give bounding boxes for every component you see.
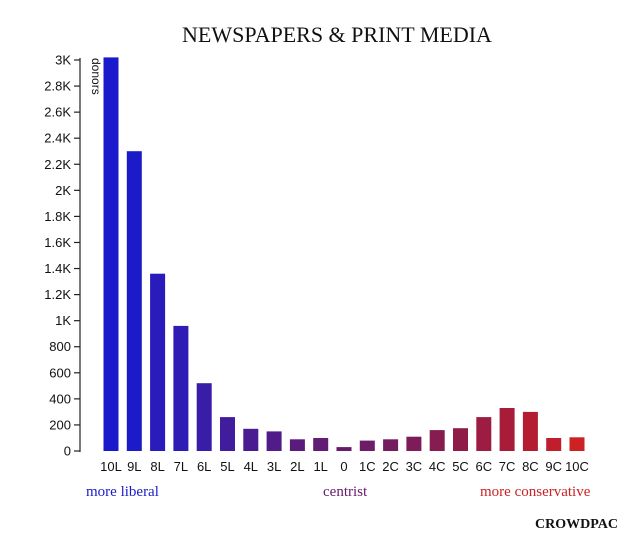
x-tick-label: 10L	[100, 459, 122, 474]
bar-9C	[546, 438, 562, 451]
bar-3L	[266, 431, 282, 451]
y-tick-label: 2.6K	[44, 105, 71, 120]
y-tick-label: 3K	[55, 53, 71, 68]
x-ticks: 10L 9L 8L 7L 6L 5L 4L 3L 2L 1L 0 1C 2C 3C 4C 5C 6C 7C 8C 9C…	[100, 459, 589, 474]
y-tick-label: 600	[49, 365, 71, 380]
y-tick-label: 1K	[55, 313, 71, 328]
x-tick-label: 2L	[290, 459, 304, 474]
more-conservative-label: more conservative	[480, 484, 591, 500]
bar-5C	[453, 428, 468, 451]
y-axis-title: donors	[89, 58, 103, 95]
y-tick-label: 2.8K	[44, 79, 71, 94]
chart-title: NEWSPAPERS & PRINT MEDIA	[182, 22, 492, 47]
centrist-label: centrist	[323, 484, 368, 500]
x-tick-label: 8L	[150, 459, 164, 474]
bar-6C	[476, 417, 492, 451]
more-liberal-label: more liberal	[86, 484, 159, 500]
y-tick-label: 2.4K	[44, 131, 71, 146]
bar-8L	[150, 273, 166, 451]
bars	[103, 57, 585, 452]
x-tick-label: 6L	[197, 459, 211, 474]
y-tick-label: 200	[49, 417, 71, 432]
y-tick-label: 0	[64, 444, 71, 459]
y-tick-label: 2.2K	[44, 157, 71, 172]
x-tick-label: 1C	[359, 459, 376, 474]
x-tick-label: 5L	[220, 459, 234, 474]
y-axis: 0 200 400 600 800 1K 1.2K 1.4K 1.6K 1.8K 2K 2.2K 2.4…	[44, 53, 81, 459]
bar-6L	[196, 383, 212, 451]
x-tick-label: 4L	[244, 459, 258, 474]
bar-2L	[289, 439, 305, 451]
bar-7C	[499, 408, 515, 451]
x-tick-label: 5C	[452, 459, 469, 474]
x-tick-label: 4C	[429, 459, 446, 474]
x-tick-label: 2C	[382, 459, 399, 474]
y-tick-label: 1.6K	[44, 235, 71, 250]
x-tick-label: 1L	[313, 459, 327, 474]
bar-0	[336, 447, 352, 451]
y-tick-label: 1.8K	[44, 209, 71, 224]
y-tick-label: 800	[49, 339, 71, 354]
y-tick-label: 2K	[55, 183, 71, 198]
bar-10C	[569, 437, 585, 451]
x-tick-label: 3C	[406, 459, 423, 474]
bar-9L	[126, 151, 142, 451]
x-tick-label: 3L	[267, 459, 281, 474]
x-tick-label: 10C	[565, 459, 589, 474]
x-tick-label: 8C	[522, 459, 539, 474]
bar-2C	[383, 439, 399, 451]
y-tick-label: 1.2K	[44, 287, 71, 302]
bar-1L	[313, 438, 329, 451]
x-tick-label: 6C	[475, 459, 492, 474]
y-ticks: 0 200 400 600 800 1K 1.2K 1.4K 1.6K 1.8K 2K 2.2K 2.4…	[44, 53, 80, 459]
bar-10L	[103, 57, 119, 452]
y-tick-label: 1.4K	[44, 261, 71, 276]
x-tick-label: 7L	[174, 459, 188, 474]
bar-5L	[220, 417, 235, 451]
bar-3C	[406, 436, 422, 451]
y-tick-label: 400	[49, 391, 71, 406]
x-tick-label: 9C	[545, 459, 562, 474]
x-tick-label: 9L	[127, 459, 141, 474]
x-tick-label: 7C	[499, 459, 516, 474]
bar-4C	[429, 430, 445, 451]
x-tick-label: 0	[340, 459, 347, 474]
bar-8C	[522, 411, 538, 451]
crowdpac-logo: CROWDPAC	[535, 517, 618, 532]
bar-1C	[359, 440, 375, 451]
bar-7L	[173, 325, 189, 451]
bar-4L	[243, 428, 259, 451]
